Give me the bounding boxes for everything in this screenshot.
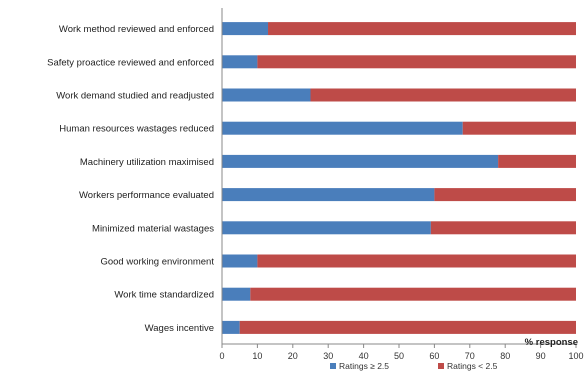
category-label: Work time standardized	[114, 290, 214, 301]
x-tick-label: 10	[252, 351, 262, 361]
bar-segment-high	[222, 188, 435, 202]
legend-label: Ratings < 2.5	[447, 361, 498, 371]
x-axis-ticks: 0 10 20 30 40 50 60 70 80 90 100	[219, 344, 584, 361]
x-tick-label: 20	[288, 351, 298, 361]
bar-segment-low	[268, 22, 576, 36]
category-label: Safety proactice reviewed and enforced	[47, 57, 214, 68]
bar-segment-high	[222, 221, 431, 235]
legend-label: Ratings ≥ 2.5	[339, 361, 389, 371]
bar-segment-high	[222, 320, 240, 334]
bars	[222, 22, 576, 334]
bar-segment-low	[250, 287, 576, 301]
x-tick-label: 90	[536, 351, 546, 361]
legend-swatch	[438, 363, 444, 369]
bar-segment-low	[434, 188, 576, 202]
bar-segment-low	[310, 88, 576, 102]
bar-segment-low	[239, 320, 576, 334]
category-label: Human resources wastages reduced	[59, 124, 214, 135]
x-tick-label: 70	[465, 351, 475, 361]
bar-segment-low	[257, 254, 576, 268]
x-tick-label: 100	[568, 351, 583, 361]
bar-segment-low	[462, 121, 576, 135]
x-axis-title: % response	[525, 337, 578, 348]
bar-segment-high	[222, 55, 258, 69]
x-tick-label: 30	[323, 351, 333, 361]
category-label: Work method reviewed and enforced	[59, 24, 214, 35]
category-label: Work demand studied and readjusted	[56, 91, 214, 102]
bar-segment-low	[498, 154, 576, 168]
category-label: Machinery utilization maximised	[80, 157, 214, 168]
bar-segment-low	[257, 55, 576, 69]
bar-segment-low	[430, 221, 576, 235]
category-label: Minimized material wastages	[92, 223, 214, 234]
legend: Ratings ≥ 2.5 Ratings < 2.5	[330, 361, 498, 371]
category-label: Good working environment	[100, 257, 214, 268]
x-tick-label: 60	[429, 351, 439, 361]
legend-swatch	[330, 363, 336, 369]
bar-segment-high	[222, 121, 463, 135]
x-tick-label: 40	[359, 351, 369, 361]
x-tick-label: 0	[219, 351, 224, 361]
bar-segment-high	[222, 254, 258, 268]
bar-segment-high	[222, 22, 269, 36]
category-labels: Work method reviewed and enforced Safety …	[47, 24, 214, 334]
x-tick-label: 50	[394, 351, 404, 361]
bar-segment-high	[222, 88, 311, 102]
bar-segment-high	[222, 154, 499, 168]
category-label: Wages incentive	[145, 323, 214, 334]
bar-segment-high	[222, 287, 251, 301]
category-label: Workers performance evaluated	[79, 190, 214, 201]
x-tick-label: 80	[500, 351, 510, 361]
